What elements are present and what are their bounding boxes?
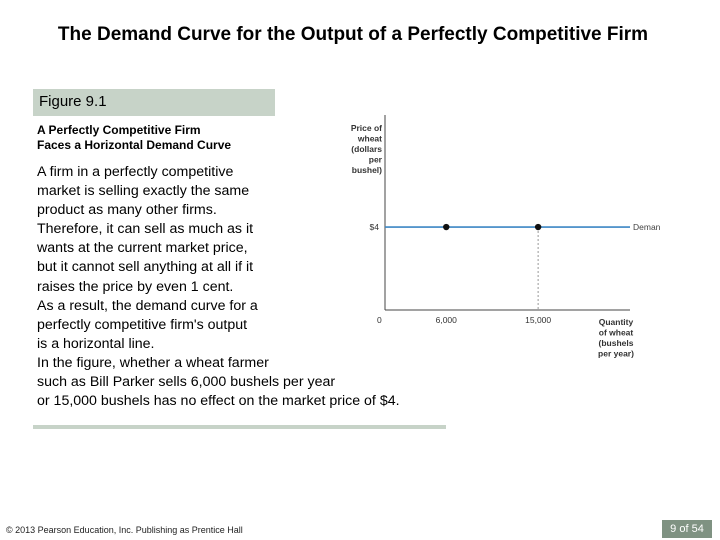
data-point — [534, 223, 542, 231]
y-axis-label-line: (dollars — [351, 144, 382, 154]
figure-subtitle: A Perfectly Competitive Firm Faces a Hor… — [37, 123, 327, 153]
y-tick-label: $4 — [370, 222, 380, 232]
x-tick-label: 0 — [377, 315, 382, 325]
body-line: perfectly competitive firm's output — [37, 316, 248, 333]
body-line: In the figure, whether a wheat farmer — [37, 354, 269, 371]
x-axis-label-line: (bushels — [599, 338, 634, 348]
figure-subtitle-line: Faces a Horizontal Demand Curve — [37, 138, 232, 152]
x-ticks: 0 6,000 15,000 — [377, 315, 551, 325]
x-tick-label: 15,000 — [525, 315, 551, 325]
body-line: but it cannot sell anything at all if it — [37, 259, 254, 276]
body-line: such as Bill Parker sells 6,000 bushels … — [37, 374, 336, 391]
slide-title: The Demand Curve for the Output of a Per… — [57, 24, 649, 45]
y-axis-label-line: bushel) — [352, 165, 382, 175]
body-line: market is selling exactly the same — [37, 183, 250, 200]
body-text: A firm in a perfectly competitive market… — [37, 163, 497, 411]
x-tick-label: 6,000 — [436, 315, 458, 325]
y-ticks: $4 — [370, 222, 380, 232]
data-point — [443, 223, 450, 231]
divider — [33, 425, 446, 429]
figure-label: Figure 9.1 — [33, 89, 275, 116]
copyright-footer: © 2013 Pearson Education, Inc. Publishin… — [6, 525, 243, 535]
body-line: Therefore, it can sell as much as it — [37, 221, 254, 238]
page-indicator: 9 of 54 — [662, 520, 712, 538]
body-line: is a horizontal line. — [37, 335, 155, 352]
body-line: or 15,000 bushels has no effect on the m… — [37, 393, 400, 410]
body-line: raises the price by even 1 cent. — [37, 278, 234, 295]
body-line: A firm in a perfectly competitive — [37, 164, 234, 180]
x-axis-label-line: per year) — [598, 349, 634, 359]
body-line: As a result, the demand curve for a — [37, 297, 258, 314]
x-axis-label-line: of wheat — [599, 328, 634, 338]
figure-subtitle-line: A Perfectly Competitive Firm — [37, 123, 201, 137]
body-line: wants at the current market price, — [37, 240, 248, 257]
body-line: product as many other firms. — [37, 202, 217, 219]
y-axis-label-line: wheat — [357, 134, 382, 144]
y-axis-label-line: Price of — [351, 123, 382, 133]
series-label: Demand — [633, 222, 660, 232]
y-axis-label-line: per — [369, 155, 383, 165]
x-axis-label-line: Quantity — [599, 317, 634, 327]
points-group — [443, 223, 542, 231]
series-group: Demand — [385, 222, 660, 232]
